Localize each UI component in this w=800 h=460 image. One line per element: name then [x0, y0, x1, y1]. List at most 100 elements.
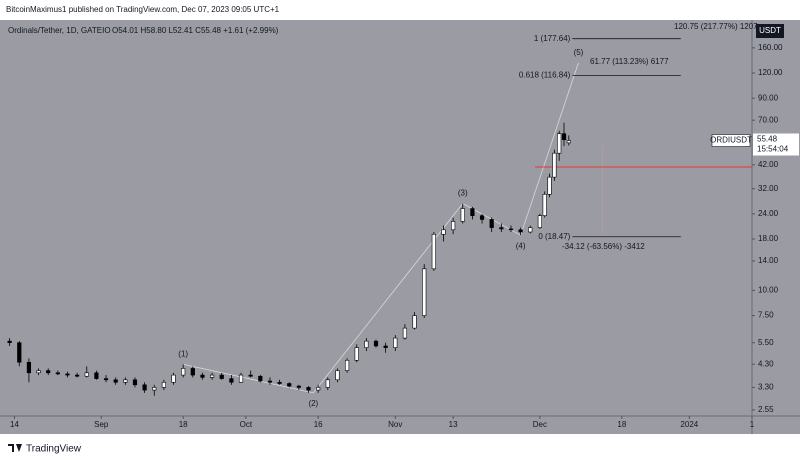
- candle-body: [354, 347, 359, 361]
- candle-body: [17, 342, 22, 363]
- brand-logo: [8, 444, 22, 452]
- x-tick-label: Dec: [533, 420, 547, 429]
- candle-body: [94, 372, 99, 379]
- candle-body: [229, 378, 234, 383]
- candle-body: [552, 152, 557, 178]
- candle-body: [489, 219, 494, 228]
- candle-body: [181, 368, 186, 376]
- y-tick-label: 120.00: [758, 68, 783, 77]
- fib-label: 0.618 (116.84): [519, 70, 571, 79]
- measure-label: 61.77 (113.23%) 6177: [590, 57, 669, 66]
- candle-body: [219, 374, 224, 379]
- candle-body: [325, 379, 330, 388]
- candle-body: [200, 374, 205, 378]
- candle-body: [26, 361, 32, 374]
- fib-label: 0 (18.47): [538, 232, 570, 241]
- currency: USDT: [759, 26, 781, 35]
- wave-label: (5): [574, 48, 584, 57]
- candle-body: [152, 387, 157, 391]
- x-tick-label: Nov: [388, 420, 402, 429]
- y-tick-label: 24.00: [758, 209, 779, 218]
- y-tick-label: 160.00: [758, 43, 783, 52]
- y-tick-label: 42.00: [758, 160, 779, 169]
- fib-label: 1 (177.64): [534, 34, 571, 43]
- candle-body: [258, 375, 263, 382]
- candle-body: [479, 215, 485, 220]
- candle-body: [238, 374, 244, 383]
- candle-body: [460, 208, 465, 222]
- time-axis-bg: [0, 416, 800, 434]
- wave-line: [520, 62, 579, 236]
- last-price-box: [753, 133, 799, 156]
- candle-body: [412, 315, 417, 329]
- candle-body: [55, 372, 60, 375]
- candle-body: [499, 227, 504, 230]
- candle-body: [190, 368, 195, 376]
- y-tick-label: 32.00: [758, 184, 779, 193]
- candle-body: [518, 229, 523, 233]
- wave-line: [313, 203, 464, 394]
- candle-body: [267, 380, 273, 383]
- wave-label: (4): [516, 241, 526, 250]
- candle-body: [557, 133, 562, 154]
- candle-body: [103, 378, 109, 381]
- candle-body: [36, 370, 41, 374]
- candle-body: [373, 340, 379, 347]
- x-tick-label: 1: [750, 420, 755, 429]
- candle-body: [364, 340, 369, 348]
- candle-body: [441, 229, 446, 235]
- candle-body: [528, 227, 533, 233]
- y-tick-label: 4.30: [758, 359, 774, 368]
- y-tick-label: 3.30: [758, 383, 774, 392]
- wave-label: (1): [178, 349, 188, 358]
- x-tick-label: 14: [10, 420, 19, 429]
- y-tick-label: 14.00: [758, 256, 779, 265]
- candle-body: [210, 374, 215, 378]
- price-axis-bg: [752, 20, 800, 416]
- candle-body: [277, 381, 282, 384]
- y-tick-label: 5.50: [758, 338, 774, 347]
- x-tick-label: 16: [314, 420, 323, 429]
- candle-body: [344, 359, 350, 371]
- x-tick-label: 2024: [680, 420, 698, 429]
- candle-body: [566, 140, 571, 144]
- y-tick-label: 90.00: [758, 93, 779, 102]
- candle-body: [65, 373, 70, 376]
- x-tick-label: 18: [617, 420, 626, 429]
- candle-body: [335, 370, 340, 381]
- candle-body: [422, 268, 427, 316]
- candle-body: [171, 374, 176, 383]
- candle-body: [7, 340, 12, 344]
- x-tick-label: 18: [179, 420, 188, 429]
- measure-label: 120.75 (217.77%) 1207: [674, 22, 758, 31]
- measure-label: -34.12 (-63.56%) -3412: [562, 242, 645, 251]
- x-tick-label: Oct: [240, 420, 253, 429]
- candle-body: [161, 381, 166, 388]
- candle-body: [431, 233, 436, 270]
- candle-body: [248, 374, 253, 377]
- plot-bg: [0, 20, 752, 416]
- wave-label: (3): [458, 189, 468, 198]
- candle-body: [402, 327, 408, 339]
- candle-body: [508, 228, 514, 231]
- x-tick-label: 13: [449, 420, 458, 429]
- candle-body: [383, 345, 388, 348]
- candle-body: [123, 379, 128, 383]
- candle-body: [537, 215, 542, 228]
- candle-body: [142, 384, 147, 391]
- y-tick-label: 18.00: [758, 234, 779, 243]
- wave-line: [183, 363, 314, 394]
- currency-box: [756, 24, 784, 38]
- candle-body: [470, 208, 475, 216]
- candle-body: [75, 374, 80, 377]
- candle-body: [393, 337, 398, 348]
- candle-body: [132, 379, 138, 386]
- candle-body: [84, 372, 89, 377]
- candle-body: [316, 387, 321, 391]
- candle-body: [451, 221, 456, 231]
- candle-body: [306, 387, 311, 391]
- x-tick-label: Sep: [94, 420, 109, 429]
- ticker: ORDIUSDT: [710, 136, 752, 145]
- candle-body: [46, 370, 51, 374]
